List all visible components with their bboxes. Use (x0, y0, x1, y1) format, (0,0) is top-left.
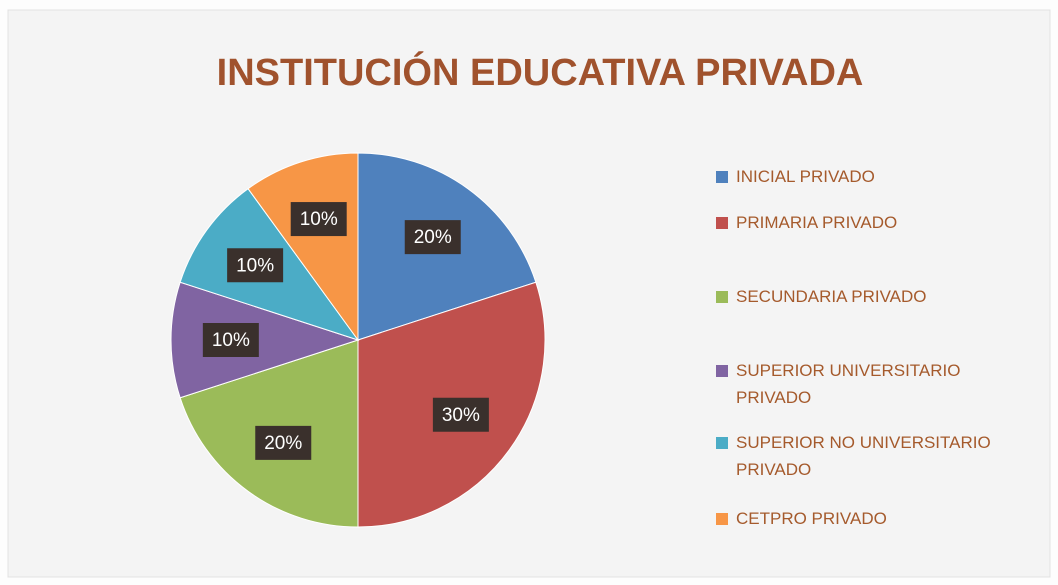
legend-entry: INICIAL PRIVADO (716, 163, 1006, 190)
data-label: 30% (442, 405, 480, 426)
legend-swatch (716, 513, 728, 525)
data-label-box (404, 220, 461, 255)
legend-entry: SUPERIOR NO UNIVERSITARIO PRIVADO (716, 429, 1006, 483)
legend-swatch (716, 365, 728, 377)
legend-label: CETPRO PRIVADO (736, 509, 887, 528)
legend-label: INICIAL PRIVADO (736, 167, 875, 186)
data-label: 10% (212, 330, 250, 351)
data-label-box (255, 425, 312, 460)
legend-swatch (716, 171, 728, 183)
legend-swatch (716, 291, 728, 303)
data-label: 20% (414, 227, 452, 248)
legend-label: SUPERIOR UNIVERSITARIO PRIVADO (736, 361, 961, 407)
data-label-box (202, 323, 259, 357)
legend-label: PRIMARIA PRIVADO (736, 213, 898, 232)
legend-entry: CETPRO PRIVADO (716, 505, 1006, 532)
legend-label: SUPERIOR NO UNIVERSITARIO PRIVADO (736, 433, 991, 479)
legend-swatch (716, 437, 728, 449)
legend-swatch (716, 217, 728, 229)
data-label: 20% (264, 433, 302, 454)
pie-slice (247, 152, 359, 342)
chart-title: INSTITUCIÓN EDUCATIVA PRIVADA (217, 50, 864, 94)
data-label: 10% (300, 209, 338, 230)
legend-label: SECUNDARIA PRIVADO (736, 287, 927, 306)
data-label-box (432, 397, 489, 432)
legend-entry: PRIMARIA PRIVADO (716, 209, 1006, 236)
legend-entry: SUPERIOR UNIVERSITARIO PRIVADO (716, 357, 1006, 411)
data-label-box (290, 202, 347, 237)
data-label: 10% (236, 255, 274, 276)
legend-entry: SECUNDARIA PRIVADO (716, 283, 1006, 310)
pie-slice (170, 281, 360, 399)
data-label-box (227, 248, 284, 283)
